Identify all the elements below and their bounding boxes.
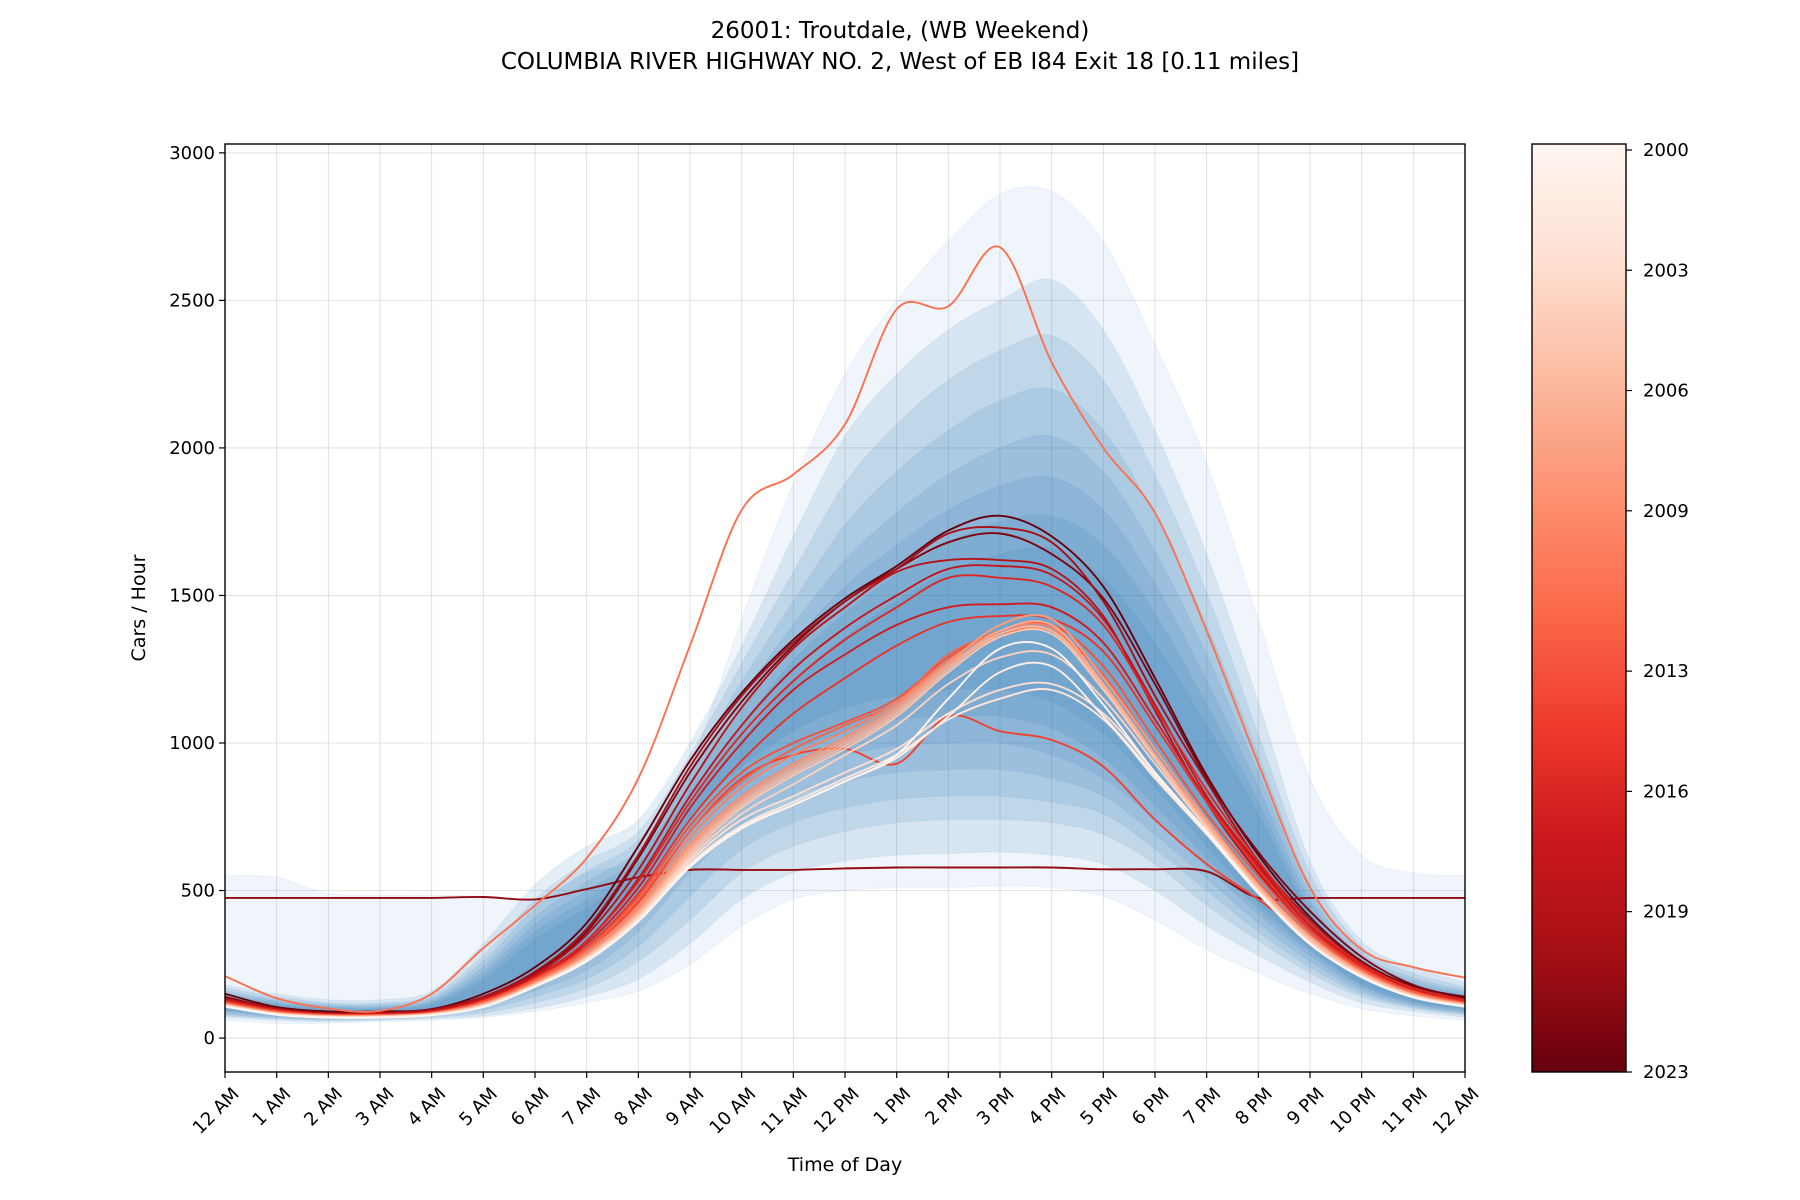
x-tick-label: 3 AM — [352, 1084, 399, 1131]
x-tick-label: 12 PM — [810, 1084, 864, 1138]
x-axis-ticks: 12 AM 1 AM 2 AM 3 AM 4 AM 5 AM 6 AM 7 AM 8 AM 9 A… — [189, 1072, 1484, 1139]
x-tick-label: 10 AM — [705, 1084, 760, 1139]
series-line-2021-flat — [225, 866, 1465, 901]
y-tick-label: 3000 — [169, 143, 215, 164]
x-tick: 3 AM — [352, 1072, 399, 1130]
colorbar-tick-label: 2009 — [1643, 501, 1689, 522]
x-tick-label: 1 AM — [249, 1084, 296, 1131]
y-tick-label: 500 — [181, 881, 215, 902]
colorbar-tick-label: 2013 — [1643, 661, 1689, 682]
x-tick-label: 7 AM — [559, 1084, 606, 1131]
colorbar-tick-label: 2016 — [1643, 781, 1689, 802]
y-tick-label: 2000 — [169, 438, 215, 459]
x-tick: 5 PM — [1076, 1072, 1122, 1129]
x-tick-label: 8 PM — [1231, 1084, 1277, 1130]
x-tick-label: 2 PM — [921, 1084, 967, 1130]
x-tick: 4 PM — [1025, 1072, 1071, 1130]
percentile-band — [225, 387, 1465, 1021]
x-tick-label: 5 AM — [455, 1084, 502, 1131]
colorbar-tick: 2016 — [1626, 781, 1689, 802]
y-tick-label: 1000 — [169, 733, 215, 754]
x-tick-label: 7 PM — [1180, 1084, 1226, 1130]
colorbar — [1531, 143, 1627, 1073]
x-tick: 11 PM — [1378, 1072, 1432, 1137]
colorbar-tick: 2006 — [1626, 381, 1689, 402]
colorbar-tick: 2009 — [1626, 501, 1689, 522]
x-tick-label: 12 AM — [189, 1084, 244, 1139]
x-tick: 9 AM — [662, 1072, 709, 1130]
colorbar-tick: 2003 — [1626, 260, 1689, 281]
colorbar-tick-label: 2006 — [1643, 381, 1689, 402]
chart-title-line-1: 26001: Troutdale, (WB Weekend) — [710, 18, 1090, 44]
x-tick: 10 PM — [1326, 1072, 1380, 1137]
x-tick: 2 AM — [300, 1072, 347, 1130]
y-tick: 1500 — [169, 585, 225, 606]
y-tick-label: 1500 — [169, 585, 215, 606]
grid — [224, 144, 1466, 1072]
y-tick: 0 — [204, 1028, 225, 1049]
x-tick-label: 3 PM — [973, 1084, 1019, 1130]
x-tick: 6 AM — [507, 1072, 554, 1130]
x-axis-label: Time of Day — [787, 1154, 902, 1176]
series-line-2023 — [225, 514, 1465, 1013]
x-tick-label: 6 AM — [507, 1084, 554, 1131]
x-tick: 8 AM — [610, 1072, 657, 1130]
colorbar-tick: 2013 — [1626, 661, 1689, 682]
y-axis-label: Cars / Hour — [128, 554, 150, 661]
x-tick-label: 8 AM — [610, 1084, 657, 1131]
x-tick: 1 AM — [249, 1072, 296, 1131]
y-tick: 3000 — [169, 143, 225, 164]
x-tick: 7 PM — [1180, 1072, 1226, 1130]
x-tick: 1 PM — [870, 1072, 916, 1130]
x-tick-label: 9 AM — [662, 1084, 709, 1131]
x-tick: 2 PM — [921, 1072, 967, 1129]
x-tick: 10 AM — [705, 1072, 760, 1139]
y-tick: 1000 — [169, 733, 225, 754]
x-tick-label: 5 PM — [1076, 1084, 1122, 1130]
x-tick: 12 PM — [810, 1072, 864, 1137]
colorbar-tick-label: 2019 — [1643, 902, 1689, 923]
x-tick: 12 AM — [189, 1072, 244, 1139]
colorbar-ticks: 2000 2003 2006 2009 2013 2016 2019 2023 — [1626, 140, 1689, 1083]
chart-titles: 26001: Troutdale, (WB Weekend) COLUMBIA … — [0, 16, 1800, 78]
y-tick: 2000 — [169, 438, 225, 459]
colorbar-tick-label: 2023 — [1643, 1062, 1689, 1083]
percentile-band — [225, 185, 1465, 1025]
colorbar-tick: 2019 — [1626, 902, 1689, 923]
y-tick-label: 2500 — [169, 290, 215, 311]
colorbar-tick-label: 2003 — [1643, 260, 1689, 281]
series-line-2011 — [225, 245, 1465, 1013]
y-tick: 500 — [181, 881, 225, 902]
x-tick: 6 PM — [1128, 1072, 1174, 1129]
y-tick: 2500 — [169, 290, 225, 311]
x-tick-label: 1 PM — [870, 1084, 916, 1130]
x-tick-label: 6 PM — [1128, 1084, 1174, 1130]
x-tick: 3 PM — [973, 1072, 1019, 1129]
x-tick: 12 AM — [1429, 1072, 1484, 1139]
colorbar-tick: 2023 — [1626, 1062, 1689, 1083]
x-tick: 7 AM — [559, 1072, 606, 1131]
percentile-band — [225, 278, 1465, 1023]
x-tick-label: 11 PM — [1378, 1084, 1432, 1138]
colorbar-tick-label: 2000 — [1643, 140, 1689, 161]
x-tick-label: 4 AM — [404, 1084, 451, 1131]
x-tick-label: 11 AM — [757, 1084, 812, 1139]
x-tick: 9 PM — [1283, 1072, 1329, 1129]
x-tick: 5 AM — [455, 1072, 502, 1130]
x-tick-label: 10 PM — [1326, 1084, 1380, 1138]
x-tick-label: 2 AM — [300, 1084, 347, 1131]
x-tick: 4 AM — [404, 1072, 451, 1131]
x-tick: 11 AM — [757, 1072, 812, 1139]
x-tick: 8 PM — [1231, 1072, 1277, 1129]
y-axis-ticks: 0 500 1000 1500 2000 2500 3000 — [169, 143, 225, 1049]
series-line-2000 — [225, 640, 1465, 1019]
chart-title-line-2: COLUMBIA RIVER HIGHWAY NO. 2, West of EB… — [500, 49, 1300, 75]
x-tick-label: 4 PM — [1025, 1084, 1071, 1130]
colorbar-tick: 2000 — [1626, 140, 1689, 161]
x-tick-label: 12 AM — [1429, 1084, 1484, 1139]
y-tick-label: 0 — [204, 1028, 215, 1049]
year-series — [225, 245, 1465, 1019]
x-tick-label: 9 PM — [1283, 1084, 1329, 1130]
